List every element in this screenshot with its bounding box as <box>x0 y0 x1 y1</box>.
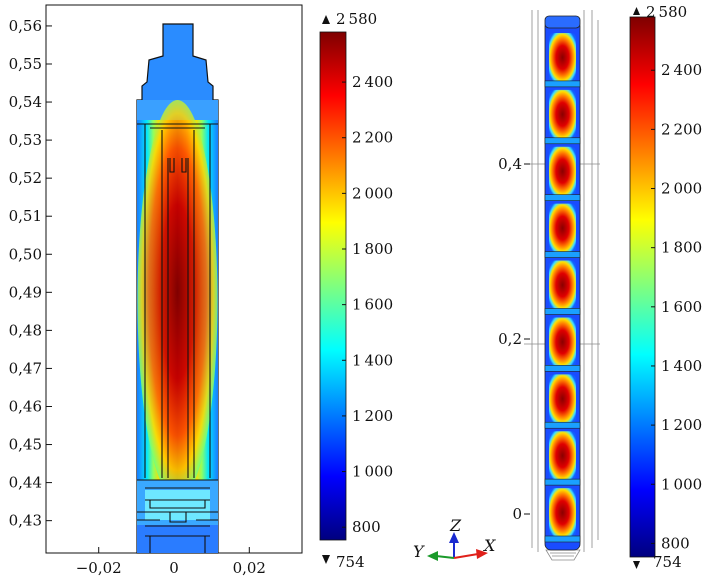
axes-triad: Z X Y <box>413 516 496 561</box>
triad-x-line <box>453 553 479 559</box>
left-colorbar: 2 580 754 2 400 2 200 2 000 1 800 1 600 1 400… <box>319 10 393 571</box>
rod-segment-separator <box>544 80 581 88</box>
left-y-tick-label: 0,47 <box>9 359 42 377</box>
triad-y-line <box>435 555 455 559</box>
hot-core-centre <box>137 100 218 500</box>
left-y-tick-label: 0,49 <box>9 283 42 301</box>
domain-grid-lines <box>524 10 600 561</box>
left-y-tick-label: 0,50 <box>9 245 42 263</box>
left-y-tick-label: 0,53 <box>9 131 42 149</box>
colorbar-tick-label: 2 000 <box>661 180 702 198</box>
colorbar-tick-label: 2 200 <box>352 129 393 147</box>
right-colorbar-max-label: 2 580 <box>646 3 687 21</box>
left-colorbar-ticks: 2 400 2 200 2 000 1 800 1 600 1 400 1 200 1 000… <box>342 73 393 536</box>
rod-segment-separator <box>544 194 581 201</box>
rod-segment <box>549 33 576 82</box>
left-colorbar-min-marker <box>322 555 330 564</box>
left-y-tick-label: 0,54 <box>9 93 42 111</box>
fuel-rod-3d <box>544 15 581 551</box>
triad-z-arrow <box>449 532 459 543</box>
colorbar-tick-label: 2 400 <box>352 73 393 91</box>
rod-segment-separator <box>544 365 581 372</box>
triad-y-label: Y <box>413 542 425 561</box>
left-x-tick-label: −0,02 <box>76 559 122 577</box>
rod-segment-separator <box>544 308 581 315</box>
triad-y-arrow <box>427 551 438 561</box>
colorbar-tick-label: 2 400 <box>661 61 702 79</box>
right-colorbar: 2 580 754 2 400 2 200 2 000 1 800 1 600 1 400… <box>629 3 702 571</box>
colorbar-tick-label: 2 000 <box>352 184 393 202</box>
left-colorbar-gradient <box>319 31 347 541</box>
colorbar-tick-label: 800 <box>352 518 381 536</box>
rod-segment-separator <box>544 421 581 429</box>
rod-segment <box>549 260 576 310</box>
rod-segment <box>549 89 576 139</box>
colorbar-tick-label: 1 600 <box>661 298 702 316</box>
left-x-tick-label: 0 <box>169 559 179 577</box>
triad-z-label: Z <box>449 516 462 535</box>
triad-x-arrow <box>476 549 488 559</box>
right-colorbar-max-marker <box>633 7 640 15</box>
left-y-tick-label: 0,45 <box>9 436 42 454</box>
rod-segment-separator <box>544 535 581 543</box>
left-colorbar-max-marker <box>322 15 330 24</box>
left-y-tick-label: 0,46 <box>9 397 42 415</box>
rod-segment-separator <box>544 137 581 145</box>
structure-lines <box>137 123 218 553</box>
colorbar-tick-label: 1 400 <box>352 351 393 369</box>
right-colorbar-min-marker <box>633 561 640 569</box>
temperature-field-2d <box>136 23 219 554</box>
right-z-axis: 0,4 0,2 0 <box>498 155 530 523</box>
rod-segment <box>549 203 576 253</box>
left-x-axis: −0,02 0 0,02 <box>76 547 266 577</box>
left-y-tick-label: 0,44 <box>9 474 42 492</box>
colorbar-tick-label: 1 000 <box>352 463 393 481</box>
right-z-tick-label: 0 <box>512 505 522 523</box>
lower-warm-zone <box>145 490 210 520</box>
right-colorbar-min-label: 754 <box>653 553 682 571</box>
right-z-tick-label: 0,2 <box>498 330 522 348</box>
colorbar-tick-label: 1 000 <box>661 475 702 493</box>
right-3d-plot: 0,4 0,2 0 Z X Y <box>413 10 600 561</box>
left-colorbar-max-label: 2 580 <box>336 10 377 28</box>
right-colorbar-gradient <box>629 16 656 558</box>
rod-segment <box>549 431 576 481</box>
rod-segment-separator <box>544 478 581 486</box>
rod-segment <box>549 374 576 424</box>
colorbar-tick-label: 800 <box>661 534 690 552</box>
rod-segment <box>549 488 576 537</box>
left-x-tick-label: 0,02 <box>233 559 266 577</box>
rod-segment-separator <box>544 251 581 258</box>
left-y-tick-label: 0,55 <box>9 55 42 73</box>
left-y-tick-label: 0,56 <box>9 17 42 35</box>
left-y-axis: 0,56 0,55 0,54 0,53 0,52 0,51 0,50 0,49 0,48 0,47… <box>9 17 52 530</box>
rod-segment <box>549 317 576 367</box>
colorbar-tick-label: 1 800 <box>661 239 702 257</box>
colorbar-tick-label: 1 600 <box>352 296 393 314</box>
left-y-tick-label: 0,48 <box>9 321 42 339</box>
colorbar-tick-label: 1 400 <box>661 357 702 375</box>
rod-top-cap <box>544 15 581 29</box>
right-colorbar-ticks: 2 400 2 200 2 000 1 800 1 600 1 400 1 200 1 000… <box>651 61 702 552</box>
left-colorbar-min-label: 754 <box>336 553 365 571</box>
left-y-tick-label: 0,51 <box>9 207 42 225</box>
colorbar-tick-label: 1 200 <box>352 407 393 425</box>
colorbar-tick-label: 2 200 <box>661 120 702 138</box>
triad-x-label: X <box>482 536 496 555</box>
colorbar-tick-label: 1 800 <box>352 240 393 258</box>
right-z-tick-label: 0,4 <box>498 155 522 173</box>
left-y-tick-label: 0,52 <box>9 169 42 187</box>
rod-segment <box>549 146 576 196</box>
colorbar-tick-label: 1 200 <box>661 416 702 434</box>
left-y-tick-label: 0,43 <box>9 512 42 530</box>
left-plot: 0,56 0,55 0,54 0,53 0,52 0,51 0,50 0,49 0,48 0,47… <box>9 4 303 577</box>
bottom-zone <box>137 525 218 553</box>
